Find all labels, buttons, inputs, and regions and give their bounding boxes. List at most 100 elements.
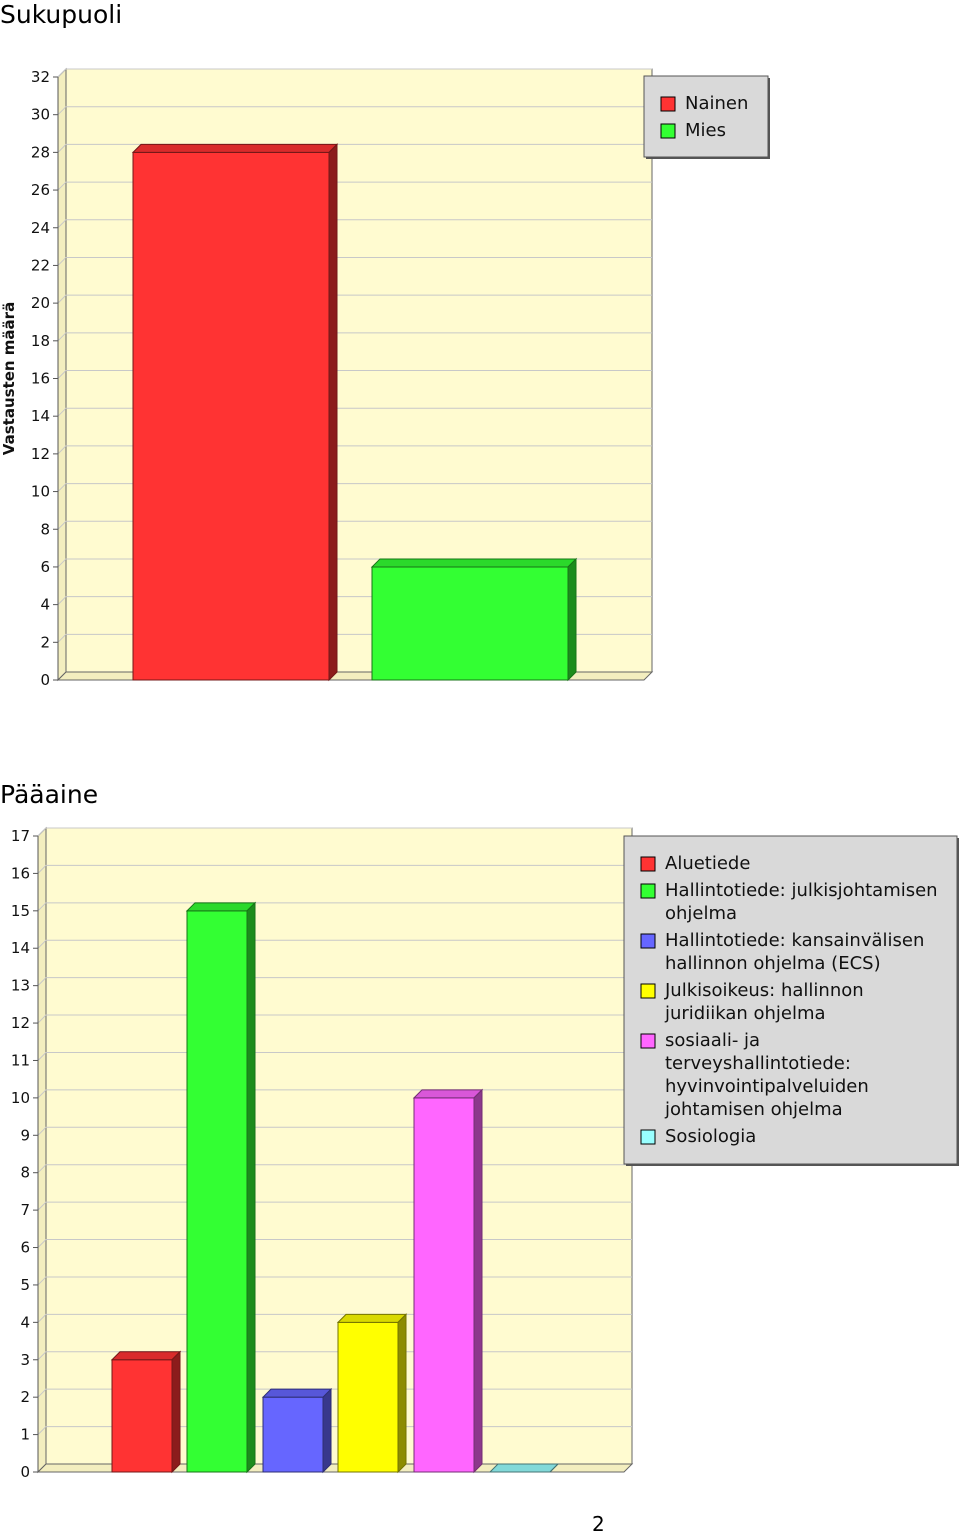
y-tick-label: 30	[31, 106, 50, 124]
legend-swatch	[640, 933, 656, 949]
legend-label: Julkisoikeus: hallinnon	[664, 980, 864, 1001]
legend-label: Mies	[685, 120, 726, 141]
y-tick-label: 13	[11, 977, 30, 995]
y-tick-label: 6	[40, 558, 50, 576]
y-tick-label: 5	[20, 1276, 30, 1294]
gridline	[57, 106, 652, 116]
y-tick-label: 4	[40, 596, 50, 614]
gridline	[57, 483, 652, 492]
gridline	[57, 181, 652, 191]
legend-label: terveyshallintotiede:	[665, 1053, 851, 1074]
legend-label: Hallintotiede: kansainvälisen	[665, 930, 924, 951]
y-tick-label: 12	[31, 445, 50, 463]
y-tick-label: 8	[40, 520, 50, 538]
y-tick-label: 9	[20, 1126, 30, 1144]
bar-side	[473, 1088, 483, 1474]
legend-label: Aluetiede	[665, 853, 750, 874]
gridline	[57, 332, 652, 342]
legend-label: juridiikan ohjelma	[664, 1003, 826, 1024]
y-tick-label: 16	[31, 370, 50, 388]
bar-side	[322, 1387, 332, 1474]
y-tick-label: 20	[31, 294, 50, 312]
y-tick-label: 3	[20, 1351, 30, 1369]
plot-left-wall	[37, 826, 47, 1474]
legend-label: sosiaali- ja	[665, 1030, 760, 1051]
bar	[132, 151, 330, 681]
bar-side	[328, 143, 338, 682]
y-tick-label: 24	[31, 219, 50, 237]
bar-side	[171, 1350, 181, 1474]
legend-swatch	[640, 983, 656, 999]
bar	[337, 1321, 399, 1473]
y-tick-label: 32	[31, 68, 50, 86]
y-tick-label: 17	[11, 827, 30, 845]
legend-label: johtamisen ohjelma	[664, 1099, 843, 1120]
y-tick-label: 18	[31, 332, 50, 350]
legend-label: hyvinvointipalveluiden	[665, 1076, 869, 1097]
gridline	[57, 445, 652, 455]
bar	[413, 1097, 475, 1473]
gridline	[57, 219, 652, 229]
gridline	[57, 68, 652, 78]
chart-paaaine: 01234567891011121314151617AluetiedeHalli…	[11, 826, 959, 1481]
legend-swatch	[640, 883, 656, 899]
y-tick-label: 10	[11, 1089, 30, 1107]
y-tick-label: 15	[11, 902, 30, 920]
y-tick-label: 10	[31, 483, 50, 501]
bar-side	[246, 901, 256, 1474]
y-tick-label: 0	[20, 1463, 30, 1481]
y-tick-label: 4	[20, 1313, 30, 1331]
y-tick-label: 0	[40, 671, 50, 689]
legend-label: Sosiologia	[665, 1126, 756, 1147]
legend-swatch	[640, 1033, 656, 1049]
bar	[111, 1359, 173, 1473]
bar-side	[567, 557, 577, 682]
y-tick-label: 8	[20, 1164, 30, 1182]
gridline	[37, 1014, 632, 1024]
gridline	[57, 143, 652, 153]
gridline	[57, 520, 652, 530]
legend-swatch	[660, 123, 676, 139]
gridline	[37, 827, 632, 837]
chart-sukupuoli: 02468101214161820222426283032Vastausten …	[0, 67, 770, 689]
gridline	[57, 256, 652, 266]
bar	[262, 1396, 324, 1473]
chart-title-sukupuoli: Sukupuoli	[0, 0, 123, 29]
gridline	[37, 977, 632, 987]
page-number: 2	[592, 1512, 605, 1536]
y-tick-label: 28	[31, 143, 50, 161]
y-tick-label: 22	[31, 256, 50, 274]
bar-side	[549, 1463, 559, 1473]
y-tick-label: 11	[11, 1051, 30, 1069]
legend	[623, 835, 958, 1165]
gridline	[37, 1051, 632, 1061]
y-tick-label: 26	[31, 181, 50, 199]
y-tick-label: 14	[31, 407, 50, 425]
y-tick-label: 16	[11, 864, 30, 882]
legend-swatch	[660, 96, 676, 112]
gridline	[37, 939, 632, 949]
bar-top	[412, 1089, 484, 1099]
gridline	[37, 902, 632, 912]
legend	[643, 75, 769, 158]
legend-swatch	[640, 856, 656, 872]
legend-label: hallinnon ohjelma (ECS)	[665, 953, 881, 974]
gridline	[57, 370, 652, 379]
bar	[186, 910, 248, 1473]
gridline	[57, 294, 652, 304]
gridline	[37, 864, 632, 874]
bar-side	[397, 1313, 407, 1474]
y-tick-label: 2	[20, 1388, 30, 1406]
y-tick-label: 14	[11, 939, 30, 957]
bar-top	[488, 1463, 560, 1473]
gridline	[57, 407, 652, 417]
bar	[371, 566, 569, 681]
y-axis-label: Vastausten määrä	[0, 302, 18, 455]
y-tick-label: 2	[40, 633, 50, 651]
legend-label: Nainen	[685, 93, 748, 114]
legend-label: ohjelma	[665, 903, 737, 924]
y-tick-label: 6	[20, 1239, 30, 1257]
bar-top	[261, 1388, 333, 1398]
chart-title-paaaine: Pääaine	[0, 780, 99, 809]
y-tick-label: 1	[20, 1426, 30, 1444]
